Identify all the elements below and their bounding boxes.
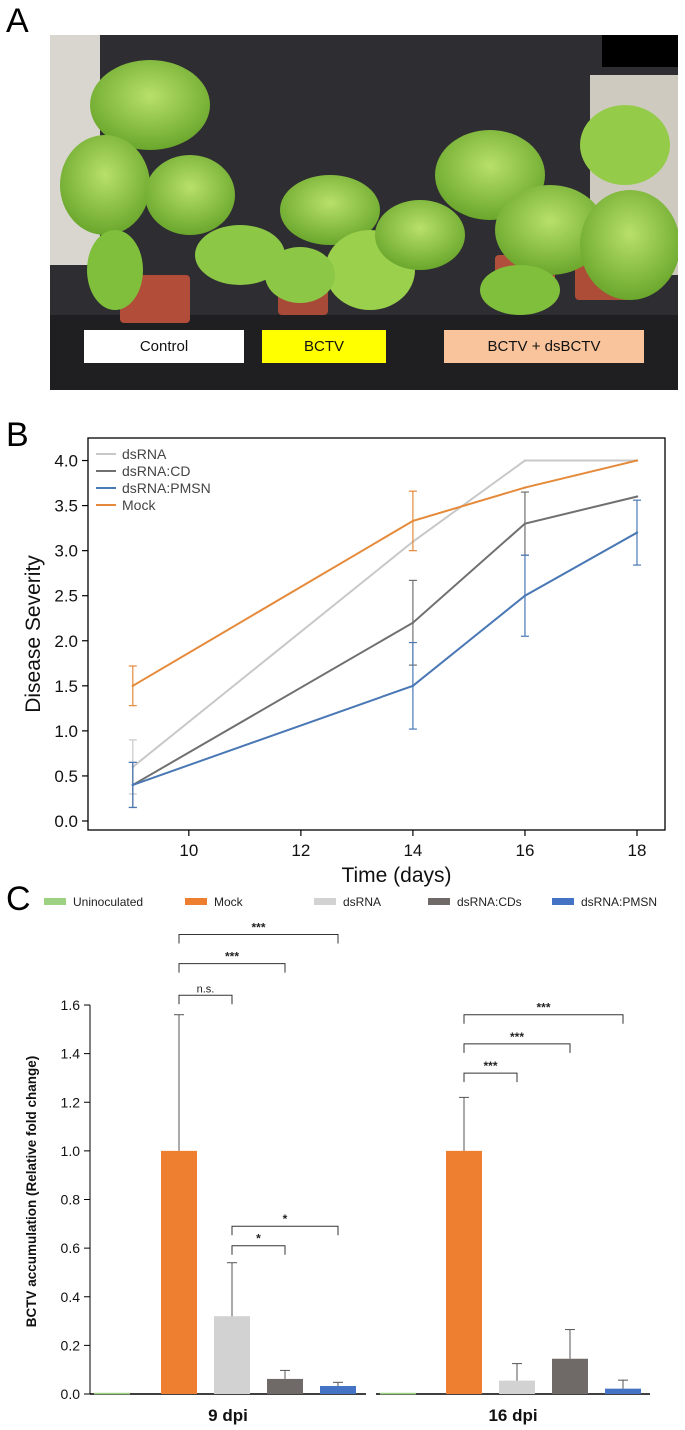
bar [161,1150,197,1394]
x-tick-label: 16 [515,841,534,860]
bar [267,1378,303,1394]
bar [446,1150,482,1394]
plant-photo-illustration [50,35,678,390]
legend-label: dsRNA:PMSN [581,895,657,909]
bctv-accumulation-chart: Uninoculated Mock dsRNA dsRNA:CDs dsRNA:PMSN… [24,895,657,1425]
y-tick-label: 3.5 [54,497,78,516]
x-tick-label: 12 [291,841,310,860]
series-line [132,531,638,786]
photo-label-control: Control [84,330,244,363]
y-tick-label: 0.0 [61,1386,81,1402]
data-point [635,459,639,462]
panel-label-b: B [6,416,29,454]
legend-swatch [428,898,450,905]
significance-bracket [231,1245,286,1255]
legend-swatch [185,898,207,905]
bar [552,1358,588,1394]
significance-bracket [178,933,339,944]
y-tick-label: 0.4 [61,1289,81,1305]
significance-label: *** [225,950,239,964]
disease-severity-chart: 0.0 0.5 1.0 1.5 2.0 2.5 3.0 3.5 4.0 10 12 14 16 18 Tim… [22,437,666,887]
category-label: 9 dpi [208,1406,248,1425]
x-tick-label: 14 [403,841,422,860]
legend-label: Uninoculated [73,895,143,909]
y-tick-label: 1.5 [54,677,78,696]
data-point [635,531,639,534]
panel-label-a: A [6,2,29,40]
bar [214,1316,250,1394]
y-tick-label: 0.0 [54,812,78,831]
legend-label: dsRNA [122,446,167,462]
significance-label: n.s. [197,983,215,995]
data-point [523,594,527,597]
legend-label: dsRNA [343,895,381,909]
data-point [411,621,415,624]
photo-label-bctv: BCTV [262,330,386,363]
data-point [131,684,135,688]
significance-bracket [463,1072,518,1083]
legend-label: Mock [214,895,244,909]
y-tick-label: 0.5 [54,767,78,786]
bar [320,1385,356,1394]
data-point [131,783,135,787]
significance-bracket [178,963,286,973]
series-line [132,495,638,786]
panel-label-c: C [6,880,31,918]
series-line [132,459,638,687]
y-tick-label: 3.0 [54,542,78,561]
bar [605,1388,641,1394]
series-mock [128,459,639,707]
plot-frame [87,437,666,831]
y-tick-label: 1.6 [61,997,81,1013]
y-tick-label: 1.0 [61,1143,81,1159]
significance-bracket [463,1043,571,1053]
y-tick-label: 1.2 [61,1094,81,1110]
y-tick-label: 2.0 [54,632,78,651]
data-point [523,459,527,462]
bar [499,1380,535,1394]
y-tick-label: 1.4 [61,1046,81,1062]
significance-bracket [178,994,233,1005]
data-point [635,495,639,498]
legend-swatch [44,898,66,905]
y-tick-label: 0.8 [61,1192,81,1208]
legend-label: Mock [122,497,156,513]
y-tick-label: 1.0 [54,722,78,741]
category-label: 16 dpi [488,1406,537,1425]
y-axis-label: Disease Severity [22,555,45,713]
significance-label: *** [251,920,265,934]
legend-label: dsRNA:PMSN [122,480,211,496]
significance-bracket [231,1225,339,1236]
data-point [411,684,415,688]
x-axis-label: Time (days) [341,864,451,887]
bar [94,1392,130,1395]
significance-label: *** [510,1030,524,1044]
y-axis-label: BCTV accumulation (Relative fold change) [24,1056,39,1328]
legend-swatch [314,898,336,905]
y-tick-label: 2.5 [54,587,78,606]
significance-label: *** [536,1001,550,1015]
y-tick-label: 4.0 [54,452,78,471]
series-dsrna-pmsn [128,499,641,809]
data-point [523,522,527,525]
legend-swatch [552,898,574,905]
data-point [523,486,527,489]
significance-bracket [463,1014,624,1024]
legend-label: dsRNA:CDs [457,895,522,909]
legend-label: dsRNA:CD [122,463,190,479]
x-tick-label: 18 [628,841,647,860]
series-line [132,459,637,768]
x-tick-label: 10 [179,841,198,860]
significance-label: * [283,1212,288,1226]
photo-label-bctv-dsbctv: BCTV + dsBCTV [444,330,644,363]
bar [380,1392,416,1395]
data-point [411,519,415,523]
y-tick-label: 0.2 [61,1337,81,1353]
significance-label: *** [483,1059,497,1073]
y-tick-label: 0.6 [61,1240,81,1256]
significance-label: * [256,1232,261,1246]
